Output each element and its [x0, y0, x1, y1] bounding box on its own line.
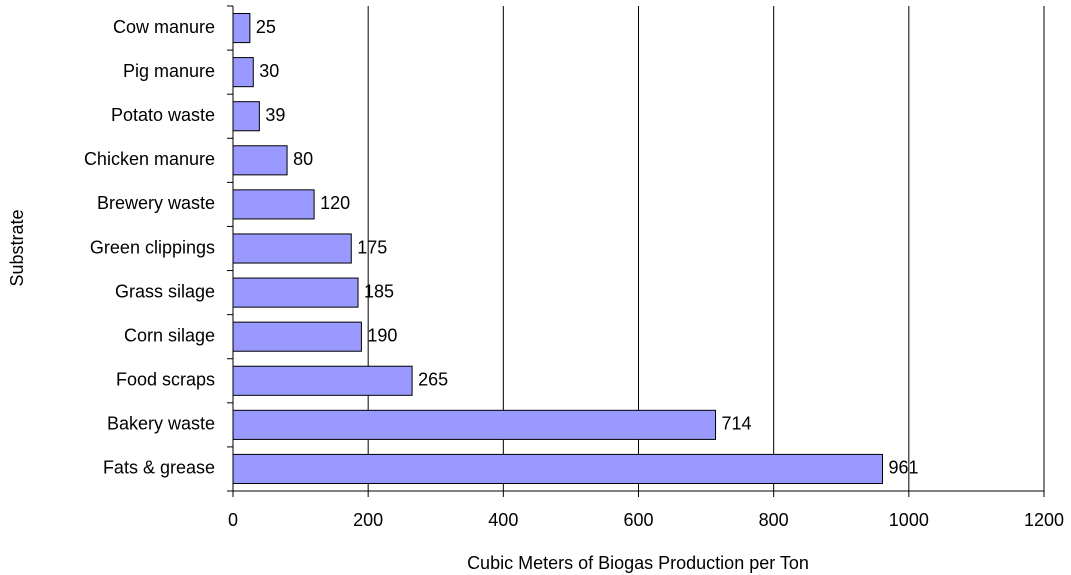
- y-tick-label: Green clippings: [90, 237, 215, 257]
- data-label: 80: [293, 149, 313, 169]
- y-tick-label: Chicken manure: [84, 149, 215, 169]
- bar: [232, 409, 717, 440]
- data-label: 120: [320, 193, 350, 213]
- data-label: 961: [888, 458, 918, 478]
- data-label: 25: [256, 17, 276, 37]
- y-tick-label: Fats & grease: [103, 458, 215, 478]
- x-axis-title: Cubic Meters of Biogas Production per To…: [467, 553, 809, 573]
- y-tick-label: Potato waste: [111, 105, 215, 125]
- bar: [232, 12, 251, 44]
- bar: [232, 233, 352, 264]
- x-tick-label: 400: [488, 510, 518, 530]
- bar: [232, 57, 254, 88]
- data-label: 190: [367, 325, 397, 345]
- x-tick-label: 600: [623, 510, 653, 530]
- y-tick-label: Brewery waste: [97, 193, 215, 213]
- bar: [232, 101, 260, 132]
- data-label: 30: [259, 61, 279, 81]
- y-tick-label: Cow manure: [113, 17, 215, 37]
- data-label: 185: [364, 281, 394, 301]
- y-tick-label: Pig manure: [123, 61, 215, 81]
- data-label: 39: [265, 105, 285, 125]
- bar: [232, 453, 883, 485]
- x-tick-label: 200: [353, 510, 383, 530]
- bar: [232, 365, 413, 396]
- bar: [232, 189, 315, 220]
- y-tick-label: Food scraps: [116, 370, 215, 390]
- bar: [232, 277, 359, 308]
- bar: [232, 145, 288, 176]
- data-label: 714: [722, 414, 752, 434]
- y-tick-label: Bakery waste: [107, 414, 215, 434]
- x-tick-label: 0: [228, 510, 238, 530]
- y-axis-title: Substrate: [7, 209, 27, 286]
- bar: [232, 321, 362, 352]
- x-tick-label: 800: [759, 510, 789, 530]
- x-tick-label: 1000: [889, 510, 929, 530]
- data-label: 265: [418, 370, 448, 390]
- x-tick-label: 1200: [1024, 510, 1064, 530]
- data-label: 175: [357, 237, 387, 257]
- y-tick-label: Grass silage: [115, 281, 215, 301]
- y-tick-label: Corn silage: [124, 325, 215, 345]
